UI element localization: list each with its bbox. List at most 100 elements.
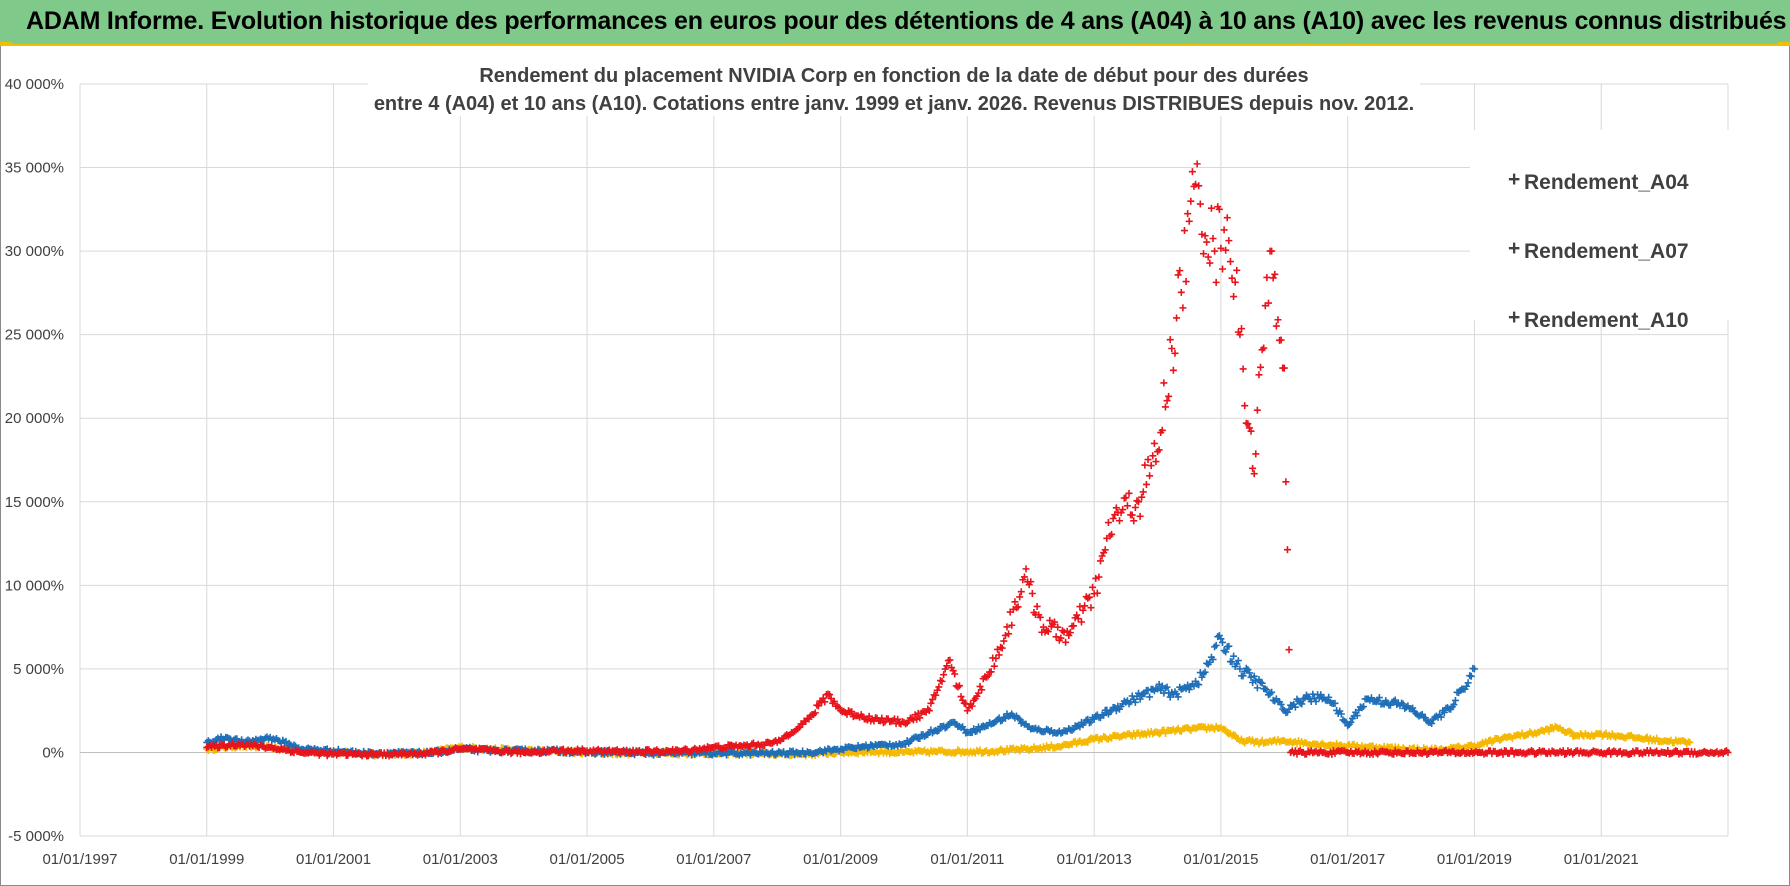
- Rendement_A10-marker: [978, 686, 986, 694]
- Rendement_A10-marker: [1390, 750, 1398, 758]
- Rendement_A07-marker: [1252, 677, 1260, 685]
- Rendement_A10-marker: [894, 715, 902, 723]
- Rendement_A10-marker: [1272, 322, 1280, 330]
- Rendement_A10-marker: [1046, 616, 1054, 624]
- Rendement_A10-marker: [1168, 345, 1176, 353]
- Rendement_A10-point: [1268, 247, 1276, 255]
- Rendement_A10-marker: [1063, 627, 1071, 635]
- Rendement_A10-marker: [1225, 237, 1233, 245]
- Rendement_A10-marker: [1215, 205, 1223, 213]
- Rendement_A10-marker: [1176, 267, 1184, 275]
- Rendement_A10-marker: [1228, 274, 1236, 282]
- page-title: ADAM Informe. Evolution historique des p…: [26, 7, 1787, 35]
- y-tick-label: 35 000%: [5, 160, 64, 177]
- Rendement_A07-point: [1470, 665, 1478, 673]
- Rendement_A07-marker: [1440, 709, 1448, 716]
- Rendement_A04-marker: [1643, 733, 1651, 741]
- Rendement_A07-marker: [916, 735, 924, 743]
- Rendement_A10-marker: [1152, 458, 1160, 466]
- Rendement_A10-marker: [1008, 621, 1016, 629]
- Rendement_A10-marker: [1077, 618, 1085, 626]
- Rendement_A10-marker: [1220, 226, 1228, 234]
- Rendement_A10-point: [1249, 464, 1257, 472]
- Rendement_A10-marker: [1217, 244, 1225, 252]
- Rendement_A07-marker: [1201, 668, 1209, 676]
- Rendement_A10-marker: [1263, 273, 1271, 281]
- Rendement_A10-marker: [1016, 593, 1024, 601]
- Rendement_A10-marker: [1028, 589, 1036, 597]
- Rendement_A07-marker: [1331, 699, 1339, 707]
- Rendement_A07-marker: [902, 740, 910, 748]
- axis-labels: -5 000% 0% 5 000% 10 000% 15 000% 20 000% 25 0…: [5, 76, 1639, 868]
- Rendement_A07-point: [1154, 685, 1162, 693]
- Rendement_A07-marker: [1298, 700, 1306, 708]
- Rendement_A07-marker: [723, 751, 731, 759]
- legend-label-a10: Rendement_A10: [1524, 309, 1689, 332]
- Rendement_A10-marker: [1066, 629, 1074, 637]
- Rendement_A10-marker: [1155, 446, 1163, 454]
- Rendement_A10-marker: [1244, 420, 1252, 428]
- Rendement_A10-marker: [1141, 461, 1149, 469]
- Rendement_A07-marker: [973, 727, 981, 735]
- Rendement_A10-marker: [943, 662, 951, 670]
- legend-marker-a10: +: [1508, 306, 1520, 329]
- Rendement_A07-marker: [1464, 679, 1472, 687]
- Rendement_A10-marker: [1095, 573, 1103, 581]
- x-tick-label: 01/01/2007: [676, 851, 751, 868]
- Rendement_A07-point: [1236, 665, 1244, 673]
- y-tick-label: 10 000%: [5, 577, 64, 594]
- Rendement_A10-point: [1724, 748, 1732, 756]
- Rendement_A07-marker: [784, 751, 792, 759]
- Rendement_A10-marker: [1207, 204, 1215, 212]
- Rendement_A10-marker: [932, 691, 940, 699]
- Rendement_A07-marker: [1239, 672, 1247, 680]
- Rendement_A07-marker: [1146, 693, 1154, 701]
- Rendement_A10-marker: [1096, 557, 1104, 565]
- Rendement_A10-marker: [1247, 427, 1255, 435]
- x-tick-label: 01/01/2013: [1057, 851, 1132, 868]
- Rendement_A10-marker: [1204, 253, 1212, 261]
- Rendement_A10-marker: [974, 689, 982, 697]
- Rendement_A10-point: [1223, 214, 1231, 222]
- Rendement_A07-marker: [1263, 686, 1271, 694]
- y-tick-label: 5 000%: [13, 661, 64, 678]
- Rendement_A10-marker: [1027, 578, 1035, 586]
- Rendement_A10-point: [1280, 364, 1288, 372]
- Rendement_A10-marker: [992, 654, 1000, 662]
- Rendement_A10-marker: [1122, 494, 1130, 502]
- Rendement_A07-marker: [1212, 641, 1220, 649]
- Rendement_A07-marker: [1131, 698, 1139, 706]
- Rendement_A10-marker: [1017, 588, 1025, 596]
- Rendement_A07-marker: [1211, 643, 1219, 651]
- Rendement_A07-marker: [789, 747, 797, 755]
- legend-marker-a07: +: [1508, 237, 1520, 260]
- Rendement_A10-marker: [935, 683, 943, 691]
- header-banner: ADAM Informe. Evolution historique des p…: [0, 0, 1790, 46]
- Rendement_A10-marker: [1255, 371, 1263, 379]
- Rendement_A07-marker: [1222, 648, 1230, 656]
- legend-label-a04: Rendement_A04: [1524, 171, 1689, 194]
- Rendement_A10-marker: [984, 672, 992, 680]
- Rendement_A10-marker: [987, 668, 995, 676]
- Rendement_A10-marker: [1264, 299, 1272, 307]
- Rendement_A07-marker: [935, 726, 943, 734]
- Rendement_A10-marker: [1260, 344, 1268, 352]
- Rendement_A10-point: [925, 707, 933, 715]
- Rendement_A10-marker: [1142, 480, 1150, 488]
- Rendement_A10-marker: [1184, 210, 1192, 218]
- Rendement_A07-marker: [1144, 686, 1152, 694]
- Rendement_A10-marker: [1203, 238, 1211, 246]
- Rendement_A10-marker: [1098, 552, 1106, 560]
- Rendement_A10-marker: [927, 699, 935, 707]
- Rendement_A07-marker: [1258, 679, 1266, 687]
- Rendement_A10-marker: [1239, 365, 1247, 373]
- Rendement_A10-marker: [1014, 603, 1022, 611]
- Rendement_A10-marker: [1057, 634, 1065, 642]
- legend-label-a07: Rendement_A07: [1524, 240, 1689, 263]
- Rendement_A10-marker: [1003, 623, 1011, 631]
- Rendement_A10-marker: [1198, 230, 1206, 238]
- Rendement_A10-marker: [911, 711, 919, 719]
- Rendement_A10-marker: [954, 683, 962, 691]
- x-tick-label: 01/01/2003: [423, 851, 498, 868]
- Rendement_A10-marker: [1092, 574, 1100, 582]
